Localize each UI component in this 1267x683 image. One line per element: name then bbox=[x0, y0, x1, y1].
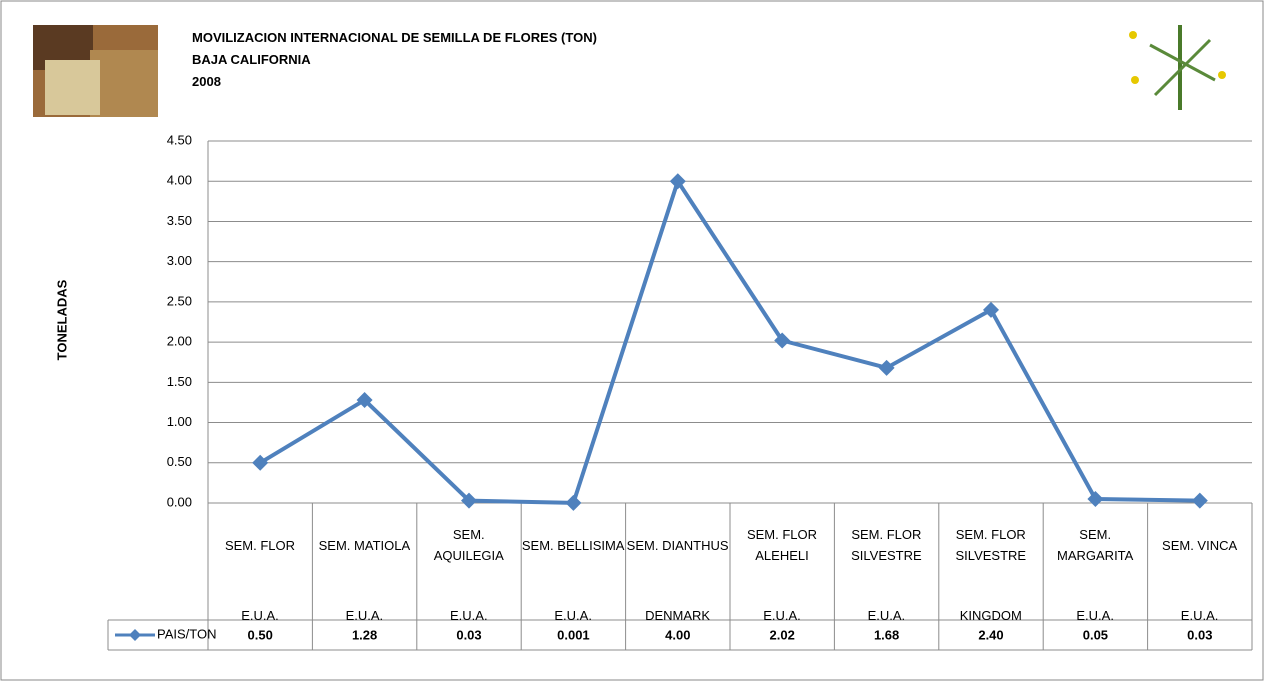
y-tick-label: 4.00 bbox=[167, 173, 192, 188]
y-tick-label: 3.00 bbox=[167, 253, 192, 268]
country-label: DENMARK bbox=[645, 608, 711, 623]
data-table-value: 1.68 bbox=[874, 627, 899, 642]
y-tick-label: 2.00 bbox=[167, 334, 192, 349]
legend-label: PAIS/TON bbox=[157, 626, 216, 641]
data-line bbox=[259, 179, 1200, 505]
data-marker bbox=[1087, 490, 1104, 507]
chart-title: MOVILIZACION INTERNACIONAL DE SEMILLA DE… bbox=[192, 30, 597, 45]
data-table-value: 2.02 bbox=[770, 627, 795, 642]
country-label: E.U.A. bbox=[345, 608, 384, 623]
category-label: SEM. VINCA bbox=[1162, 537, 1238, 553]
data-marker bbox=[356, 392, 373, 409]
data-marker bbox=[983, 301, 999, 318]
category-label: SEM. FLOR ALEHELI bbox=[746, 527, 818, 563]
y-axis-label: TONELADAS bbox=[54, 279, 69, 360]
y-tick-label: 1.50 bbox=[167, 374, 192, 389]
category-label: SEM. FLOR SILVESTRE bbox=[955, 527, 1027, 563]
country-label: KINGDOM bbox=[959, 608, 1022, 623]
data-marker bbox=[669, 173, 686, 190]
country-label: E.U.A. bbox=[1076, 608, 1114, 623]
category-label: SEM. MATIOLA bbox=[318, 537, 411, 553]
y-tick-label: 4.50 bbox=[167, 132, 192, 147]
y-tick-label: 2.50 bbox=[167, 293, 192, 308]
category-label: SEM. MARGARITA bbox=[1057, 527, 1134, 563]
country-label: E.U.A. bbox=[867, 608, 906, 623]
category-label: SEM. FLOR SILVESTRE bbox=[851, 527, 922, 563]
y-tick-label: 0.50 bbox=[167, 454, 192, 469]
y-tick-label: 1.00 bbox=[167, 414, 192, 429]
country-label: E.U.A. bbox=[554, 608, 592, 623]
data-marker bbox=[461, 492, 477, 509]
country-label: E.U.A. bbox=[450, 608, 488, 623]
category-label: SEM. FLOR bbox=[224, 537, 296, 553]
category-label: SEM. DIANTHUS bbox=[626, 537, 729, 553]
y-tick-label: 0.00 bbox=[167, 494, 192, 509]
country-label: E.U.A. bbox=[1180, 608, 1219, 623]
y-tick-label: 3.50 bbox=[167, 213, 192, 228]
legend-marker bbox=[129, 629, 141, 641]
seed-picture bbox=[33, 25, 158, 117]
data-marker bbox=[565, 494, 582, 511]
data-table-value: 0.50 bbox=[248, 627, 273, 642]
data-table-value: 1.28 bbox=[352, 627, 377, 642]
data-table-value: 0.03 bbox=[456, 627, 481, 642]
data-marker bbox=[774, 332, 791, 349]
data-marker bbox=[1191, 492, 1208, 509]
country-label: E.U.A. bbox=[241, 608, 279, 623]
data-marker bbox=[252, 454, 269, 471]
plant-picture bbox=[1129, 25, 1226, 110]
category-label: SEM. BELLISIMA bbox=[521, 537, 625, 553]
data-table-value: 0.03 bbox=[1187, 627, 1212, 642]
data-table-value: 2.40 bbox=[978, 627, 1003, 642]
chart-title: 2008 bbox=[192, 74, 221, 89]
data-marker bbox=[878, 359, 895, 376]
data-table-value: 0.001 bbox=[557, 627, 590, 642]
chart-title: BAJA CALIFORNIA bbox=[192, 52, 311, 67]
country-label: E.U.A. bbox=[763, 608, 801, 623]
data-table-value: 4.00 bbox=[665, 627, 690, 642]
category-label: SEM. AQUILEGIA bbox=[433, 527, 504, 563]
data-table-value: 0.05 bbox=[1083, 627, 1108, 642]
